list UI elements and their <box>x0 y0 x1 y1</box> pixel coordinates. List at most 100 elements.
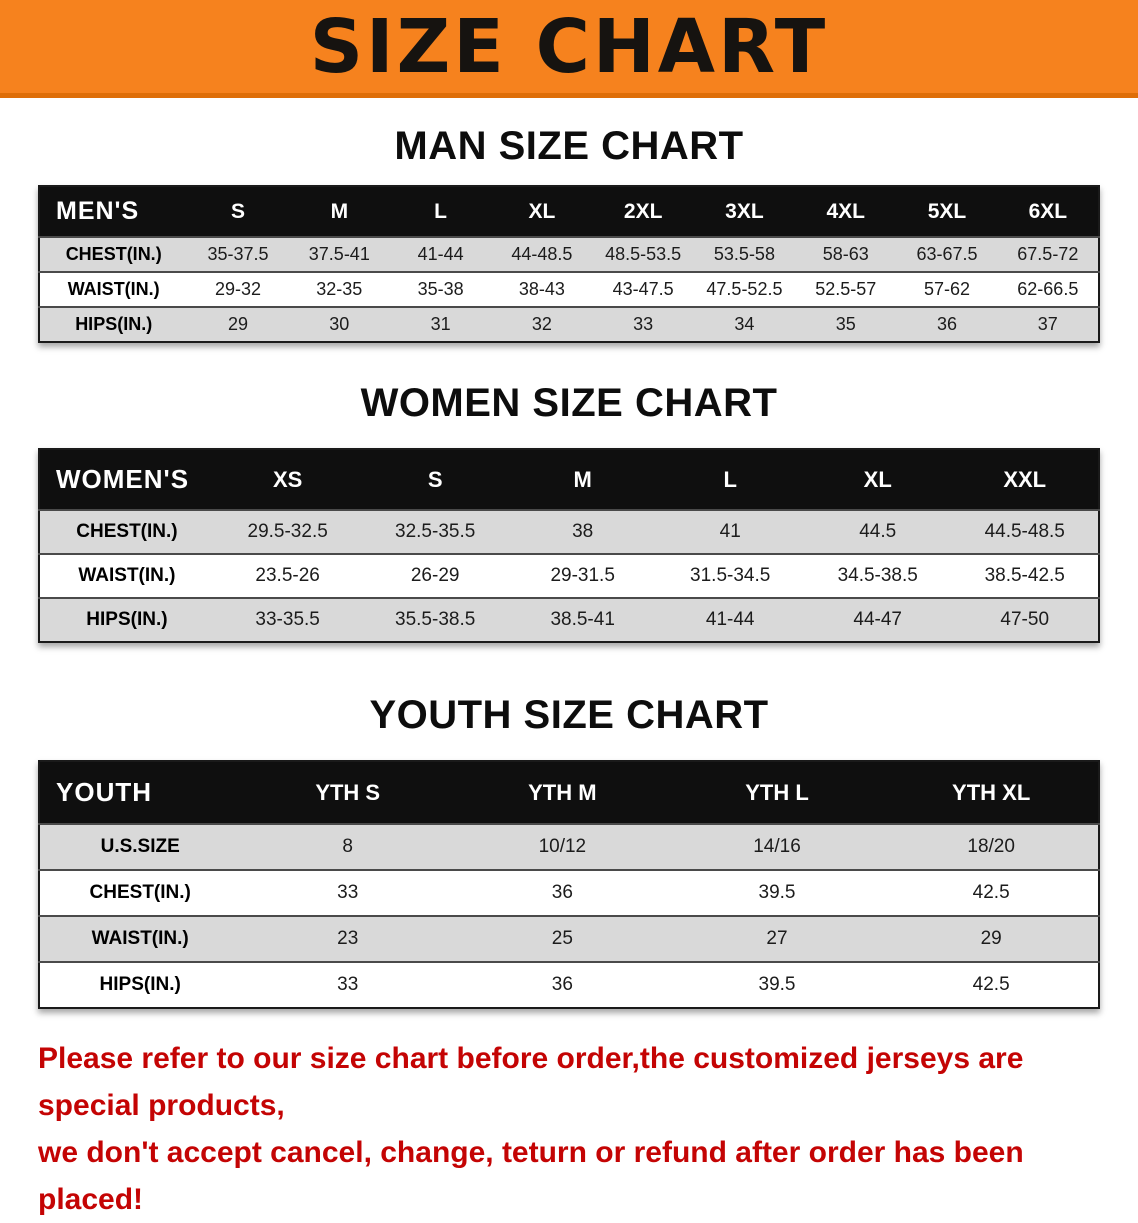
youth-table-header-row: YOUTH YTH S YTH M YTH L YTH XL <box>39 761 1099 824</box>
table-cell: 35-38 <box>417 279 464 299</box>
table-cell: 32 <box>531 314 552 334</box>
col-header-m: M <box>508 449 657 510</box>
table-cell: 14/16 <box>753 836 801 857</box>
col-header-s: S <box>361 449 509 510</box>
col-header-s: S <box>187 186 289 237</box>
table-cell: 44.5 <box>859 521 897 542</box>
table-cell: 37 <box>1037 314 1058 334</box>
table-cell: 62-66.5 <box>1017 279 1079 299</box>
table-cell: 44-47 <box>853 609 903 630</box>
row-label: WAIST(IN.) <box>67 279 160 299</box>
table-cell: 38-43 <box>518 279 565 299</box>
table-cell: 30 <box>329 314 350 334</box>
women-table-header-row: WOMEN'S XS S M L XL XXL <box>39 449 1099 510</box>
table-cell: 29 <box>228 314 249 334</box>
women-size-table: WOMEN'S XS S M L XL XXL CHEST(IN.) 29.5-… <box>38 448 1100 643</box>
youth-size-table: YOUTH YTH S YTH M YTH L YTH XL U.S.SIZE … <box>38 760 1100 1009</box>
col-header-yth-m: YTH M <box>455 761 670 824</box>
table-cell: 39.5 <box>758 974 796 995</box>
men-waist-row: WAIST(IN.) 29-32 32-35 35-38 38-43 43-47… <box>39 272 1099 307</box>
table-cell: 29.5-32.5 <box>247 521 328 542</box>
table-cell: 67.5-72 <box>1017 244 1079 264</box>
table-cell: 36 <box>551 882 573 903</box>
men-size-table: MEN'S S M L XL 2XL 3XL 4XL 5XL 6XL CHEST… <box>38 185 1100 343</box>
row-label: CHEST(IN.) <box>65 244 162 264</box>
table-cell: 31.5-34.5 <box>690 565 771 586</box>
women-chest-row: CHEST(IN.) 29.5-32.5 32.5-35.5 38 41 44.… <box>39 510 1099 554</box>
women-section: WOMEN SIZE CHART WOMEN'S XS S M L XL XXL <box>0 381 1138 643</box>
table-cell: 35 <box>835 314 856 334</box>
youth-section: YOUTH SIZE CHART YOUTH YTH S YTH M YTH L… <box>0 693 1138 1009</box>
table-cell: 48.5-53.5 <box>605 244 682 264</box>
table-cell: 37.5-41 <box>308 244 370 264</box>
table-cell: 33 <box>337 882 359 903</box>
table-cell: 38 <box>572 521 594 542</box>
disclaimer: Please refer to our size chart before or… <box>0 1035 1138 1223</box>
men-section: MAN SIZE CHART MEN'S S M L XL 2XL 3XL 4X… <box>0 124 1138 343</box>
table-cell: 44-48.5 <box>511 244 573 264</box>
col-header-yth-s: YTH S <box>240 761 456 824</box>
table-cell: 31 <box>430 314 451 334</box>
table-cell: 33 <box>337 974 359 995</box>
disclaimer-line-2: we don't accept cancel, change, teturn o… <box>38 1136 1024 1216</box>
col-header-5xl: 5XL <box>896 186 998 237</box>
col-header-xxl: XXL <box>951 449 1099 510</box>
table-cell: 35.5-38.5 <box>395 609 476 630</box>
table-cell: 23 <box>337 928 359 949</box>
table-cell: 32-35 <box>316 279 363 299</box>
row-label: HIPS(IN.) <box>99 974 181 995</box>
table-cell: 35-37.5 <box>207 244 269 264</box>
table-cell: 53.5-58 <box>713 244 775 264</box>
table-cell: 10/12 <box>538 836 587 857</box>
table-cell: 34.5-38.5 <box>837 565 918 586</box>
table-cell: 38.5-42.5 <box>984 565 1065 586</box>
men-table-title-cell: MEN'S <box>39 186 188 237</box>
col-header-yth-l: YTH L <box>669 761 885 824</box>
youth-hips-row: HIPS(IN.) 33 36 39.5 42.5 <box>39 962 1099 1008</box>
table-cell: 25 <box>551 928 573 949</box>
row-label: WAIST(IN.) <box>78 565 176 586</box>
men-chart-heading: MAN SIZE CHART <box>394 124 744 168</box>
row-label: CHEST(IN.) <box>76 521 178 542</box>
page-title: SIZE CHART <box>309 3 829 90</box>
col-header-2xl: 2XL <box>592 186 694 237</box>
table-cell: 27 <box>766 928 788 949</box>
men-table-header-row: MEN'S S M L XL 2XL 3XL 4XL 5XL 6XL <box>39 186 1099 237</box>
col-header-yth-xl: YTH XL <box>884 761 1099 824</box>
row-label: HIPS(IN.) <box>75 314 153 334</box>
women-chart-heading: WOMEN SIZE CHART <box>360 381 778 425</box>
table-cell: 41 <box>719 521 741 542</box>
table-cell: 41-44 <box>705 609 755 630</box>
table-cell: 52.5-57 <box>815 279 877 299</box>
table-cell: 41-44 <box>417 244 464 264</box>
table-cell: 33-35.5 <box>255 609 320 630</box>
col-header-6xl: 6XL <box>997 186 1099 237</box>
row-label: WAIST(IN.) <box>91 928 189 949</box>
table-cell: 29-31.5 <box>550 565 615 586</box>
col-header-4xl: 4XL <box>795 186 897 237</box>
col-header-3xl: 3XL <box>693 186 796 237</box>
men-chest-row: CHEST(IN.) 35-37.5 37.5-41 41-44 44-48.5… <box>39 237 1099 272</box>
table-cell: 34 <box>734 314 755 334</box>
banner: SIZE CHART <box>0 0 1138 98</box>
youth-chart-heading: YOUTH SIZE CHART <box>369 693 769 737</box>
row-label: U.S.SIZE <box>100 836 180 857</box>
table-cell: 47-50 <box>1000 609 1050 630</box>
col-header-m: M <box>288 186 390 237</box>
row-label: HIPS(IN.) <box>86 609 168 630</box>
table-cell: 33 <box>633 314 654 334</box>
table-cell: 42.5 <box>972 974 1010 995</box>
table-cell: 44.5-48.5 <box>984 521 1065 542</box>
col-header-xl: XL <box>491 186 593 237</box>
men-hips-row: HIPS(IN.) 29 30 31 32 33 34 35 36 37 <box>39 307 1099 342</box>
women-waist-row: WAIST(IN.) 23.5-26 26-29 29-31.5 31.5-34… <box>39 554 1099 598</box>
table-cell: 36 <box>551 974 573 995</box>
youth-ussize-row: U.S.SIZE 8 10/12 14/16 18/20 <box>39 824 1099 870</box>
youth-table-title-cell: YOUTH <box>39 761 241 824</box>
table-cell: 38.5-41 <box>550 609 615 630</box>
youth-waist-row: WAIST(IN.) 23 25 27 29 <box>39 916 1099 962</box>
table-cell: 43-47.5 <box>612 279 674 299</box>
col-header-xs: XS <box>213 449 362 510</box>
col-header-l: L <box>389 186 492 237</box>
